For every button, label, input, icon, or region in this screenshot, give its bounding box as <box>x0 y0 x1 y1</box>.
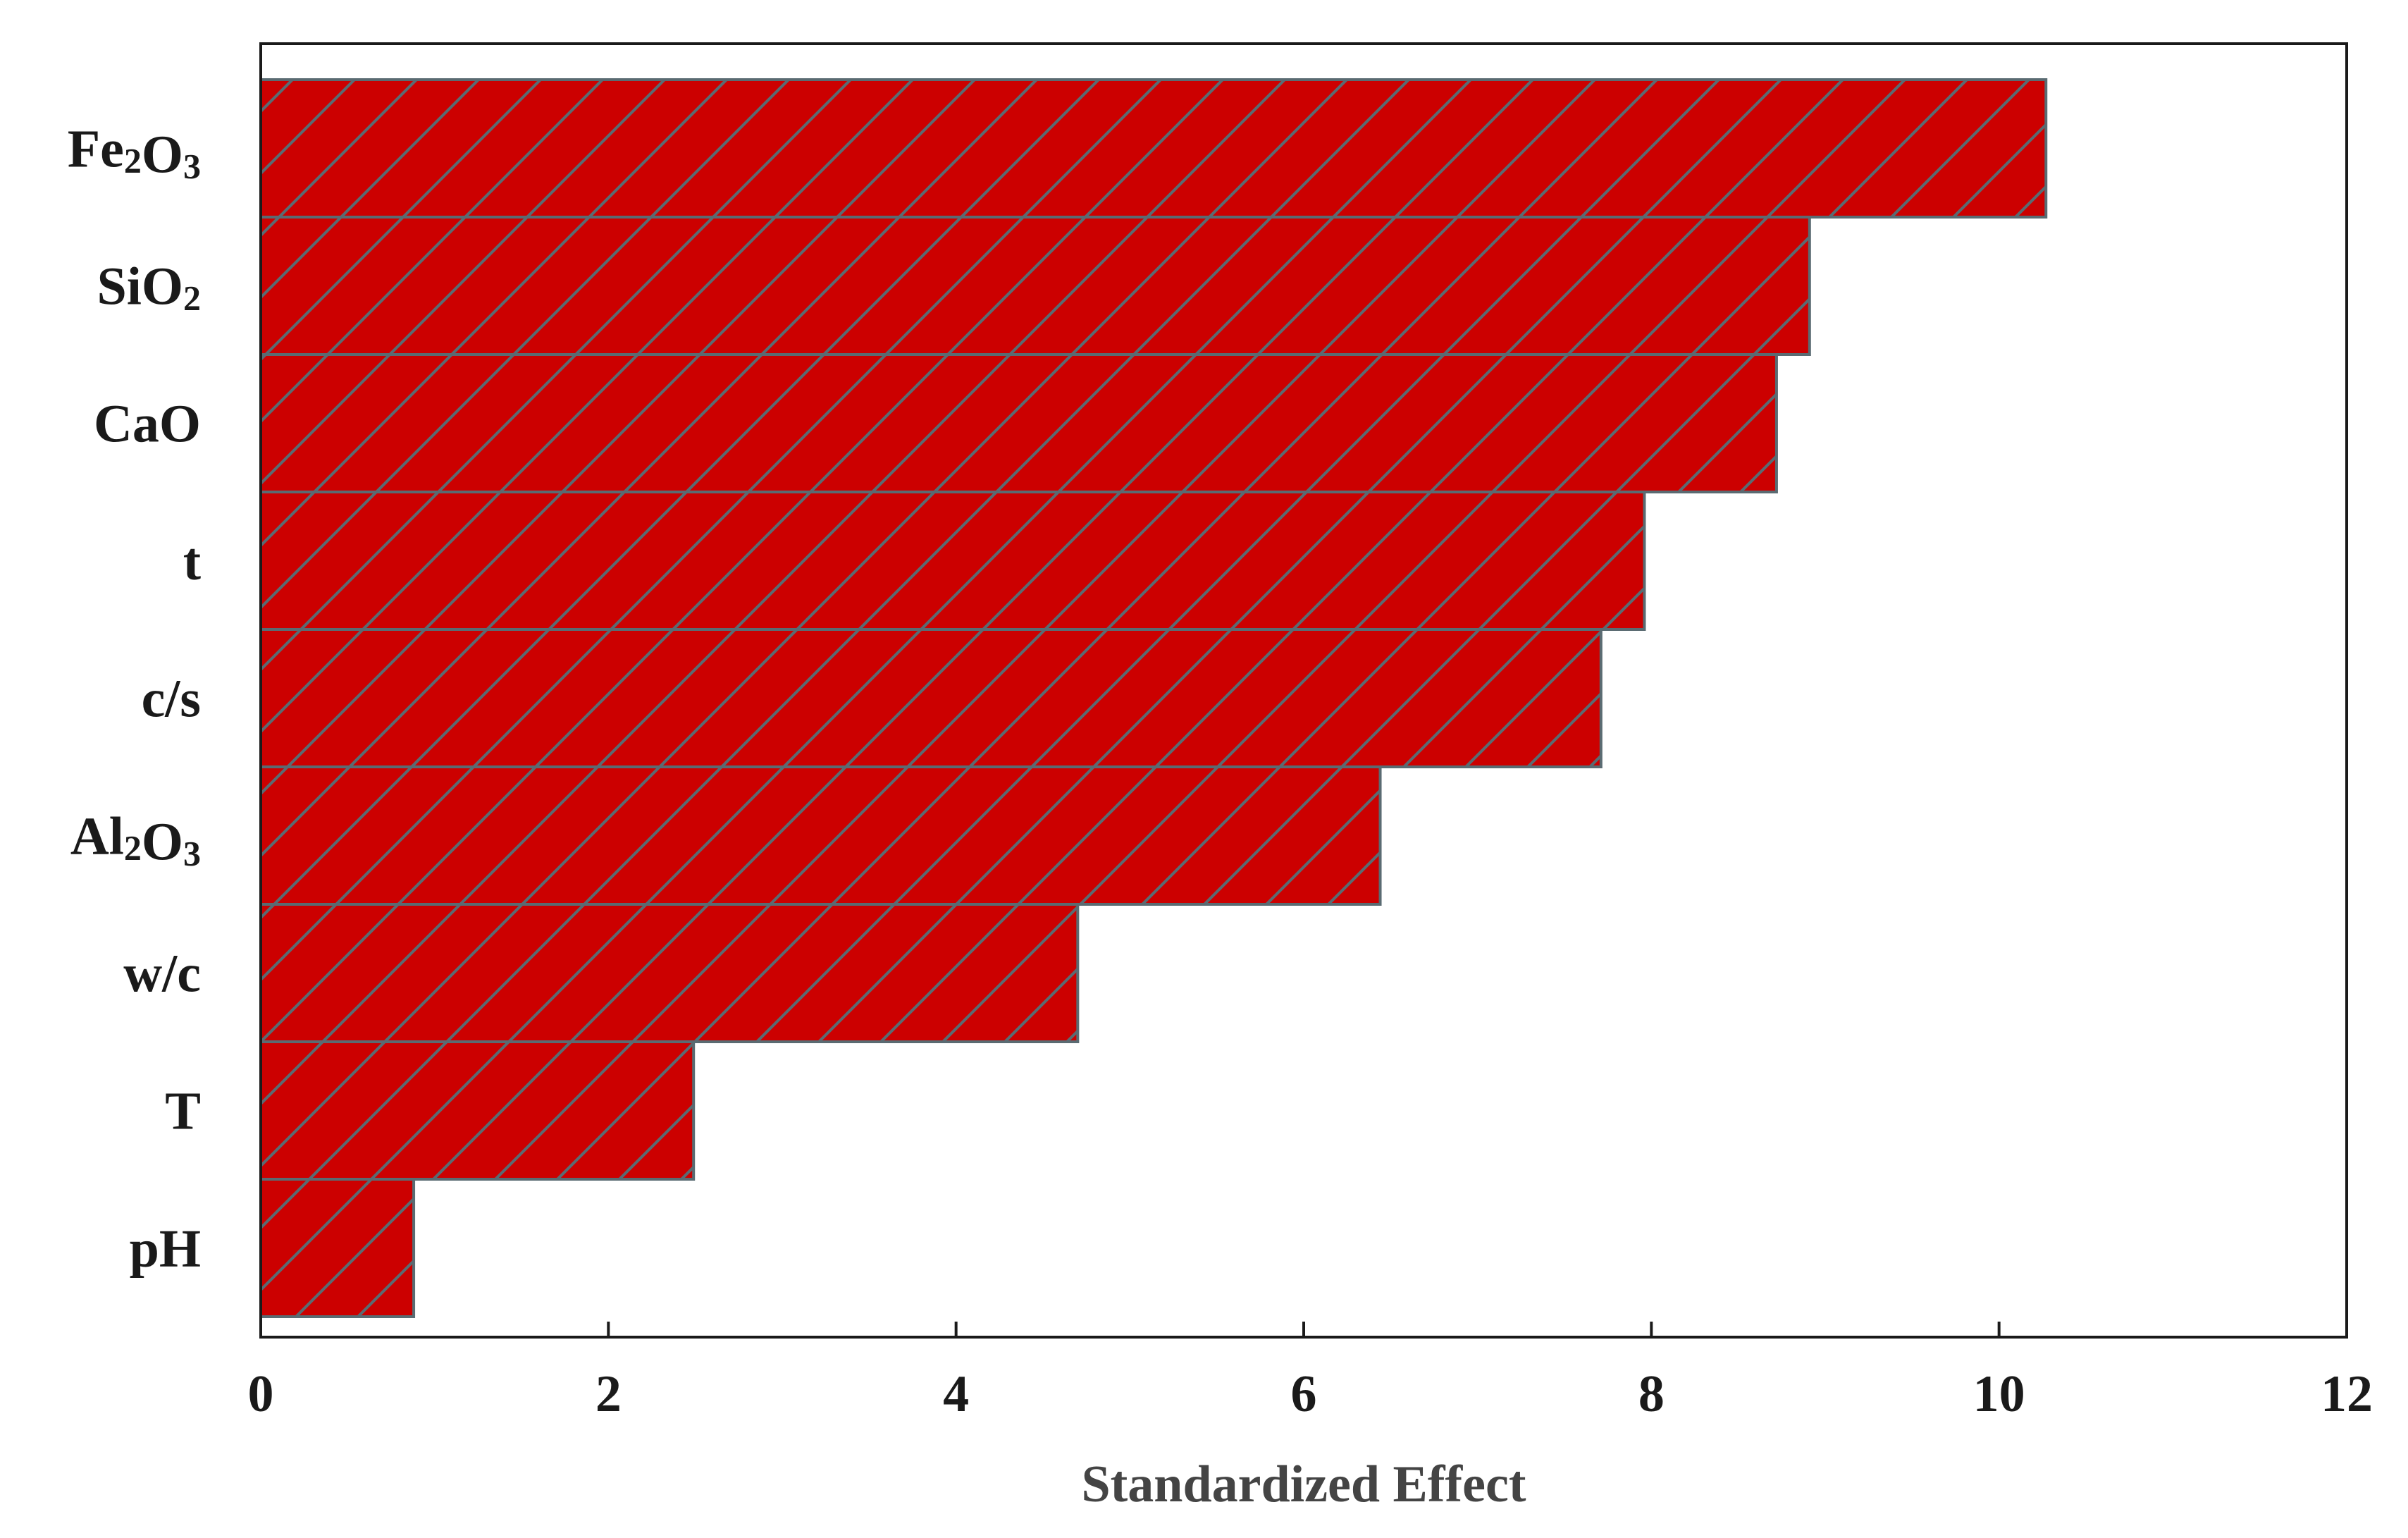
label-text: O <box>142 813 183 872</box>
x-axis: 0 2 4 6 8 10 12 <box>248 1322 2373 1423</box>
label-text: c/s <box>142 670 201 729</box>
category-label-SiO2: SiO2 <box>97 257 202 318</box>
category-label-c/s: c/s <box>142 670 201 729</box>
bar-w/c <box>259 903 1080 1043</box>
subscript: 3 <box>183 834 201 873</box>
x-tick-label: 10 <box>1973 1365 2025 1423</box>
category-label-Al2O3: Al2O3 <box>70 807 201 873</box>
category-label-t: t <box>183 532 201 591</box>
subscript: 3 <box>183 147 201 186</box>
category-label-w/c: w/c <box>123 945 201 1004</box>
label-text: T <box>165 1082 201 1141</box>
x-tick-label: 6 <box>1291 1365 1317 1423</box>
subscript: 2 <box>124 141 142 180</box>
label-text: t <box>183 532 201 591</box>
label-text: Fe <box>68 120 124 179</box>
label-text: pH <box>130 1219 201 1279</box>
subscript: 2 <box>183 278 201 318</box>
label-text: CaO <box>94 395 201 454</box>
bars-layer <box>259 78 2048 1318</box>
x-tick-label: 8 <box>1638 1365 1665 1423</box>
x-tick-label: 4 <box>943 1365 969 1423</box>
bar-pH <box>259 1178 416 1318</box>
bar-t <box>259 491 1646 631</box>
label-text: O <box>142 125 183 185</box>
x-axis-title: Standardized Effect <box>1082 1456 1526 1513</box>
label-text: SiO <box>97 257 184 316</box>
bar-Al2O3 <box>259 765 1382 906</box>
bar-CaO <box>259 353 1778 493</box>
subscript: 2 <box>124 828 142 868</box>
category-label-CaO: CaO <box>94 395 201 454</box>
category-label-pH: pH <box>130 1219 201 1279</box>
category-label-T: T <box>165 1082 201 1141</box>
bar-c/s <box>259 628 1603 768</box>
x-tick-label: 12 <box>2321 1365 2373 1423</box>
label-text: Al <box>70 807 124 866</box>
x-tick-label: 2 <box>595 1365 622 1423</box>
category-label-Fe2O3: Fe2O3 <box>68 120 201 186</box>
x-tick-label: 0 <box>248 1365 274 1423</box>
label-text: w/c <box>123 945 201 1004</box>
bar-Fe2O3 <box>259 78 2048 219</box>
bar-T <box>259 1040 696 1181</box>
bar-SiO2 <box>259 216 1811 356</box>
